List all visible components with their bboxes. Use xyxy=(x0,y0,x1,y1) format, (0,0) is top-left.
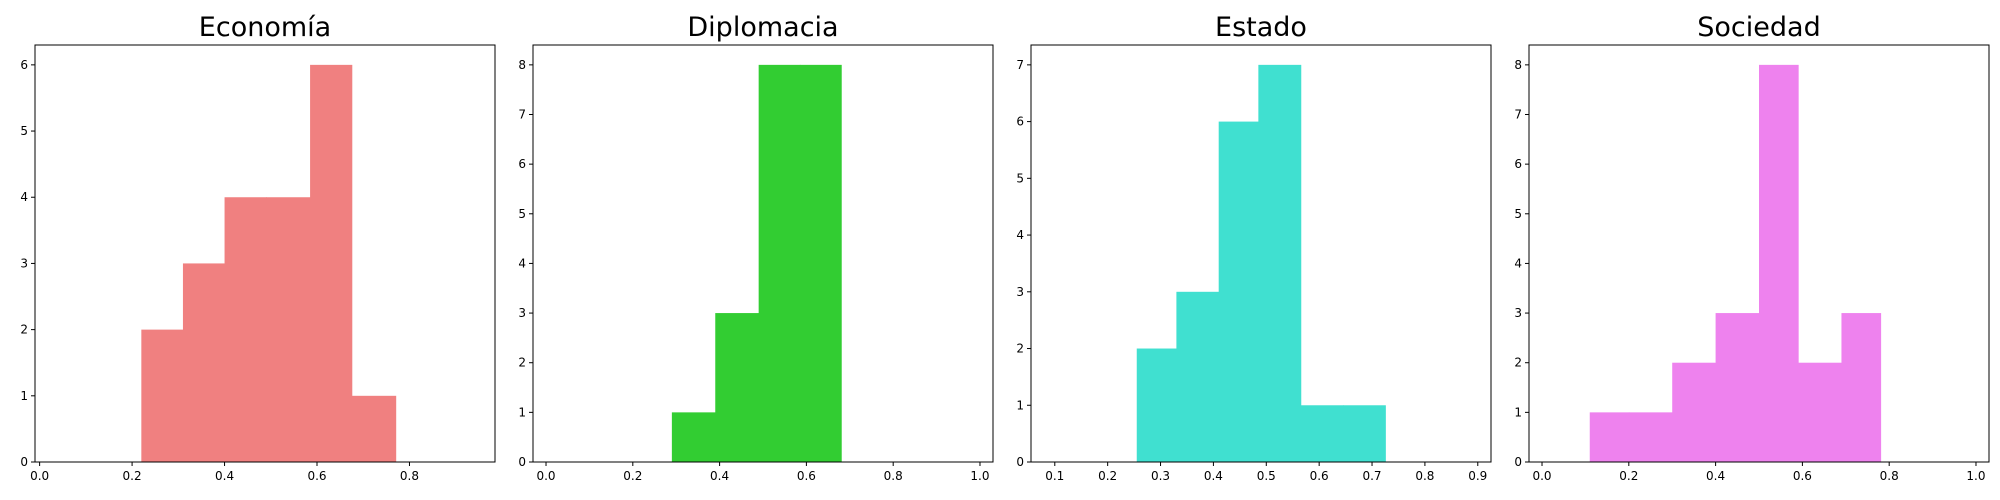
y-tick-label: 2 xyxy=(1514,356,1522,370)
x-tick-label: 0.0 xyxy=(30,469,49,483)
x-tick-label: 0.3 xyxy=(1151,469,1170,483)
y-tick-label: 3 xyxy=(518,306,526,320)
y-tick-label: 4 xyxy=(518,256,526,270)
histogram-bar xyxy=(1759,64,1799,463)
x-tick-label: 0.4 xyxy=(1706,469,1725,483)
histogram-bar xyxy=(351,395,397,462)
panel-title-economia: Economía xyxy=(199,12,331,43)
y-tick-label: 2 xyxy=(1016,342,1024,356)
histogram-bar xyxy=(1300,405,1344,462)
histogram-bar xyxy=(182,263,226,462)
y-tick-label: 7 xyxy=(1016,58,1024,72)
x-tick-label: 0.6 xyxy=(1310,469,1329,483)
y-tick-label: 4 xyxy=(1016,228,1024,242)
histogram-bar xyxy=(224,197,267,463)
histogram-bar xyxy=(141,329,184,462)
histogram-panel-diplomacia: Diplomacia 0.0 0.2 0.4 0.6 0.8 1.0 0 1 2 3 4 5 6 7 8 xyxy=(518,12,994,483)
histogram-bar xyxy=(1258,64,1302,463)
panel-title-sociedad: Sociedad xyxy=(1697,12,1820,43)
x-tick-label: 0.8 xyxy=(400,469,419,483)
histogram-bar xyxy=(1798,362,1843,462)
x-tick-label: 0.0 xyxy=(536,469,555,483)
y-tick-label: 5 xyxy=(518,207,526,221)
y-tick-label: 3 xyxy=(1514,306,1522,320)
y-tick-label: 0 xyxy=(518,455,526,469)
panel-title-diplomacia: Diplomacia xyxy=(687,12,838,43)
x-tick-label: 0.6 xyxy=(797,469,816,483)
x-tick-label: 0.8 xyxy=(884,469,903,483)
histogram-panel-sociedad: Sociedad 0.0 0.2 0.4 0.6 0.8 1.0 0 1 2 3 4 5 6 7 8 xyxy=(1514,12,1990,483)
x-tick-label: 0.4 xyxy=(710,469,729,483)
histogram-bar xyxy=(799,64,842,463)
y-tick-label: 0 xyxy=(1016,455,1024,469)
x-tick-label: 1.0 xyxy=(1966,469,1985,483)
x-tick-label: 0.2 xyxy=(1098,469,1117,483)
histogram-bar xyxy=(715,313,760,462)
y-tick-label: 8 xyxy=(518,58,526,72)
y-tick-label: 1 xyxy=(1016,398,1024,412)
y-tick-label: 4 xyxy=(1514,256,1522,270)
y-tick-label: 1 xyxy=(1514,405,1522,419)
y-tick-label: 0 xyxy=(1514,455,1522,469)
axes-frame xyxy=(34,44,496,463)
axes-frame xyxy=(1030,44,1492,463)
y-tick-label: 7 xyxy=(518,108,526,122)
y-tick-label: 1 xyxy=(20,389,28,403)
x-tick-label: 0.2 xyxy=(623,469,642,483)
y-tick-label: 6 xyxy=(518,157,526,171)
histogram-bar xyxy=(1218,121,1259,462)
y-tick-label: 5 xyxy=(1514,207,1522,221)
histogram-panel-estado: Estado 0.1 0.2 0.3 0.4 0.5 0.6 0.7 0.8 0.9 0 1 2 3 4 5… xyxy=(1016,12,1492,483)
x-tick-label: 0.1 xyxy=(1045,469,1064,483)
y-tick-label: 8 xyxy=(1514,58,1522,72)
x-tick-label: 0.4 xyxy=(215,469,234,483)
x-tick-label: 0.4 xyxy=(1204,469,1223,483)
panel-title-estado: Estado xyxy=(1215,12,1307,43)
histogram-bar xyxy=(1715,313,1760,462)
x-tick-label: 0.0 xyxy=(1532,469,1551,483)
y-tick-label: 6 xyxy=(1016,115,1024,129)
axes-frame xyxy=(532,44,994,463)
histogram-bar xyxy=(671,412,716,462)
x-tick-label: 0.2 xyxy=(123,469,142,483)
histogram-panel-economia: Economía 0.0 0.2 0.4 0.6 0.8 0 1 2 3 4 5 6 xyxy=(20,12,496,483)
y-tick-label: 4 xyxy=(20,190,28,204)
y-tick-label: 6 xyxy=(20,58,28,72)
y-tick-label: 2 xyxy=(518,356,526,370)
y-tick-label: 6 xyxy=(1514,157,1522,171)
y-tick-label: 3 xyxy=(1016,285,1024,299)
histogram-bar xyxy=(1589,412,1630,462)
histogram-bar xyxy=(310,64,353,463)
y-tick-label: 3 xyxy=(20,256,28,270)
x-tick-label: 0.6 xyxy=(307,469,326,483)
histogram-bar xyxy=(758,64,801,463)
x-tick-label: 0.2 xyxy=(1619,469,1638,483)
y-tick-label: 5 xyxy=(20,124,28,138)
y-tick-label: 2 xyxy=(20,323,28,337)
histogram-bar xyxy=(266,197,311,463)
x-tick-label: 0.7 xyxy=(1362,469,1381,483)
y-tick-label: 7 xyxy=(1514,108,1522,122)
axes-frame xyxy=(1528,44,1990,463)
x-tick-label: 0.5 xyxy=(1257,469,1276,483)
x-tick-label: 0.9 xyxy=(1468,469,1487,483)
histogram-bar xyxy=(1136,348,1178,462)
histogram-bar xyxy=(1672,362,1717,462)
histogram-bar xyxy=(1841,313,1882,462)
histogram-bar xyxy=(1628,412,1673,462)
y-tick-label: 0 xyxy=(20,455,28,469)
x-tick-label: 0.8 xyxy=(1880,469,1899,483)
x-tick-label: 0.6 xyxy=(1793,469,1812,483)
x-tick-label: 1.0 xyxy=(970,469,989,483)
histogram-bar xyxy=(1176,291,1220,462)
histogram-bar xyxy=(1342,405,1386,462)
x-tick-label: 0.8 xyxy=(1415,469,1434,483)
y-tick-label: 1 xyxy=(518,405,526,419)
y-tick-label: 5 xyxy=(1016,171,1024,185)
